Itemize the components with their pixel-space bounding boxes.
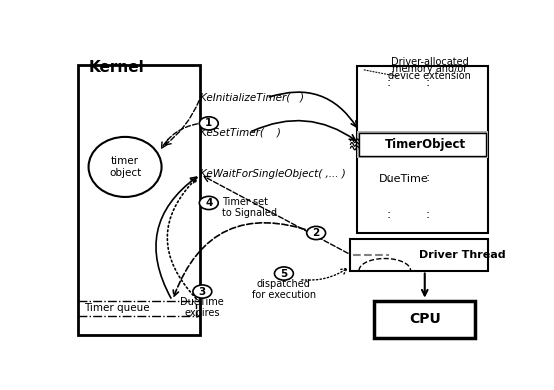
- Text: memory and/or: memory and/or: [392, 64, 468, 74]
- Text: 4: 4: [205, 198, 213, 208]
- FancyBboxPatch shape: [357, 131, 488, 158]
- Text: :: :: [425, 171, 430, 184]
- Text: Timer queue: Timer queue: [84, 303, 149, 313]
- Text: timer
object: timer object: [109, 156, 141, 178]
- Text: :: :: [425, 76, 430, 89]
- Text: :: :: [387, 209, 391, 222]
- Text: KeInitializeTimer(   ): KeInitializeTimer( ): [200, 93, 304, 103]
- Circle shape: [193, 285, 212, 298]
- FancyBboxPatch shape: [357, 66, 488, 233]
- Text: DueTime: DueTime: [378, 174, 428, 184]
- Text: :: :: [387, 76, 391, 89]
- Text: Timer set
to Signaled: Timer set to Signaled: [222, 197, 276, 218]
- Text: :: :: [387, 171, 391, 184]
- Text: Kernel: Kernel: [89, 60, 145, 75]
- Text: 3: 3: [199, 287, 206, 296]
- Text: :: :: [425, 209, 430, 222]
- Text: DueTime
expires: DueTime expires: [181, 297, 224, 318]
- FancyBboxPatch shape: [351, 239, 488, 271]
- Text: dispatched
for execution: dispatched for execution: [252, 278, 316, 300]
- Text: 1: 1: [205, 119, 212, 128]
- Circle shape: [307, 226, 326, 239]
- Text: KeSetTimer(    ): KeSetTimer( ): [200, 128, 281, 137]
- Text: device extension: device extension: [388, 71, 471, 80]
- FancyBboxPatch shape: [78, 65, 200, 335]
- Circle shape: [274, 267, 294, 280]
- Text: CPU: CPU: [409, 312, 440, 326]
- Text: TimerObject: TimerObject: [385, 138, 466, 151]
- Circle shape: [199, 117, 218, 130]
- Text: Driver Thread: Driver Thread: [419, 250, 506, 260]
- Ellipse shape: [89, 137, 162, 197]
- Circle shape: [199, 196, 218, 209]
- Text: KeWaitForSingleObject( ,... ): KeWaitForSingleObject( ,... ): [200, 169, 346, 179]
- Text: 5: 5: [280, 269, 288, 278]
- Text: 2: 2: [312, 228, 320, 238]
- FancyBboxPatch shape: [374, 301, 475, 338]
- Text: Driver-allocated: Driver-allocated: [391, 57, 469, 67]
- FancyBboxPatch shape: [359, 133, 486, 156]
